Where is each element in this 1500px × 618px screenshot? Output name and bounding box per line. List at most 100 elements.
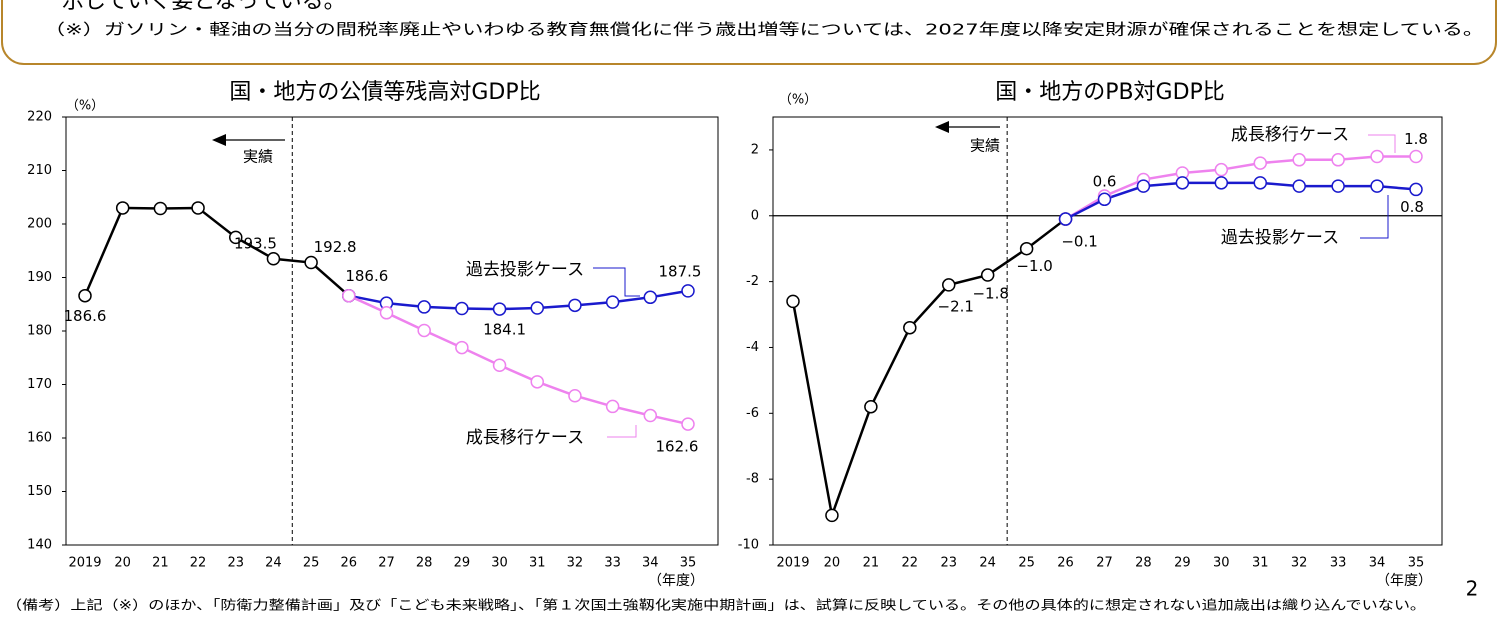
data-point <box>78 288 92 303</box>
y-tick-label: 190 <box>27 270 52 285</box>
data-point <box>1097 192 1112 207</box>
annotation: 実績 <box>243 148 273 166</box>
data-point <box>1331 179 1345 193</box>
x-tick-label: 30 <box>1213 556 1230 571</box>
data-point <box>1214 176 1229 190</box>
annotation: 実績 <box>970 137 1000 155</box>
data-point <box>1253 156 1267 170</box>
data-point <box>455 340 469 355</box>
data-point <box>1214 162 1229 177</box>
x-tick-label: 2019 <box>776 556 809 571</box>
data-point <box>1253 176 1267 190</box>
data-point <box>643 290 658 305</box>
data-label: 193.5 <box>234 234 277 252</box>
plot-frame <box>772 116 1443 546</box>
data-label: 184.1 <box>483 321 526 339</box>
y-tick-label: 200 <box>27 217 52 232</box>
data-point <box>1058 212 1073 226</box>
chart-title: 国・地方の公債等残高対GDP比 <box>229 80 540 105</box>
header-note: （※）ガソリン・軽油の当分の間税率廃止やいわゆる教育無償化に伴う歳出増等について… <box>44 21 1484 39</box>
x-tick-label: 33 <box>604 556 621 571</box>
data-point <box>980 268 995 282</box>
leader-line <box>593 267 640 297</box>
y-tick-label: 160 <box>27 431 52 446</box>
data-point <box>903 320 917 335</box>
x-tick-label: 34 <box>642 556 659 571</box>
x-axis-unit: （年度） <box>1376 573 1432 589</box>
series-line <box>83 206 350 297</box>
x-tick-label: 23 <box>940 556 957 571</box>
y-tick-label: 2 <box>751 142 759 157</box>
leader-line <box>1368 134 1396 153</box>
data-point <box>1409 149 1423 164</box>
data-point <box>786 294 800 309</box>
series-line <box>348 289 689 311</box>
clipped-text: 示していく姿となっている。 <box>62 0 346 14</box>
x-tick-label: 24 <box>265 556 282 571</box>
leader-line <box>607 425 637 438</box>
y-tick-label: 150 <box>27 484 52 499</box>
data-point <box>455 301 469 316</box>
series-name: 過去投影ケース <box>1221 228 1339 248</box>
data-label: 162.6 <box>656 438 699 456</box>
data-point <box>191 201 205 215</box>
data-point <box>605 399 620 414</box>
x-tick-label: 25 <box>1018 556 1035 571</box>
data-label: 186.6 <box>64 307 107 325</box>
x-tick-label: 32 <box>1291 556 1308 571</box>
data-point <box>568 388 582 403</box>
series-name: 成長移行ケース <box>1231 125 1349 145</box>
x-tick-label: 35 <box>680 556 697 571</box>
x-tick-label: 20 <box>114 556 131 571</box>
y-tick-label: 220 <box>27 110 52 125</box>
data-label: 0.8 <box>1400 198 1424 216</box>
data-point <box>568 298 582 313</box>
y-tick-label: -8 <box>746 472 759 487</box>
series-line <box>791 218 1067 521</box>
data-point <box>1175 176 1190 190</box>
y-tick-label: 140 <box>27 538 52 553</box>
page-number: 2 <box>1466 577 1479 601</box>
data-point <box>115 201 130 215</box>
x-tick-label: 34 <box>1369 556 1386 571</box>
x-tick-label: 33 <box>1330 556 1347 571</box>
data-label: 1.8 <box>1404 130 1428 148</box>
x-tick-label: 22 <box>190 556 207 571</box>
data-point <box>605 295 620 309</box>
data-point <box>379 306 394 320</box>
data-label: −2.1 <box>938 297 974 315</box>
series-name: 過去投影ケース <box>466 260 584 280</box>
series-line <box>348 294 689 426</box>
x-tick-label: 32 <box>567 556 584 571</box>
data-point <box>153 201 168 216</box>
x-tick-label: 2019 <box>68 556 101 571</box>
y-tick-label: 0 <box>751 208 759 223</box>
y-tick-label: 170 <box>27 377 52 392</box>
x-tick-label: 24 <box>979 556 996 571</box>
actual-arrow-head <box>212 134 226 146</box>
data-label: 187.5 <box>659 262 702 280</box>
x-tick-label: 29 <box>1174 556 1191 571</box>
data-label: −1.0 <box>1016 257 1052 275</box>
x-tick-label: 23 <box>227 556 244 571</box>
footer-note: （備考）上記（※）のほか、「防衛力整備計画」及び「こども未来戦略」、「第１次国土… <box>6 598 1426 614</box>
x-axis-unit: （年度） <box>648 573 704 589</box>
data-point <box>417 300 431 314</box>
y-tick-label: -2 <box>746 274 759 289</box>
plot-frame <box>65 116 719 546</box>
x-tick-label: 31 <box>529 556 546 571</box>
data-point <box>304 255 318 270</box>
x-tick-label: 26 <box>1057 556 1074 571</box>
data-point <box>229 230 243 245</box>
data-point <box>825 508 839 523</box>
y-tick-label: 210 <box>27 163 52 178</box>
data-point <box>1370 149 1384 164</box>
x-tick-label: 28 <box>1135 556 1152 571</box>
data-point <box>1019 241 1034 256</box>
x-tick-label: 35 <box>1408 556 1425 571</box>
data-point <box>266 252 281 266</box>
data-point <box>1331 153 1345 167</box>
data-point <box>1292 153 1306 167</box>
data-point <box>942 278 956 292</box>
note-frame <box>1 0 1497 65</box>
